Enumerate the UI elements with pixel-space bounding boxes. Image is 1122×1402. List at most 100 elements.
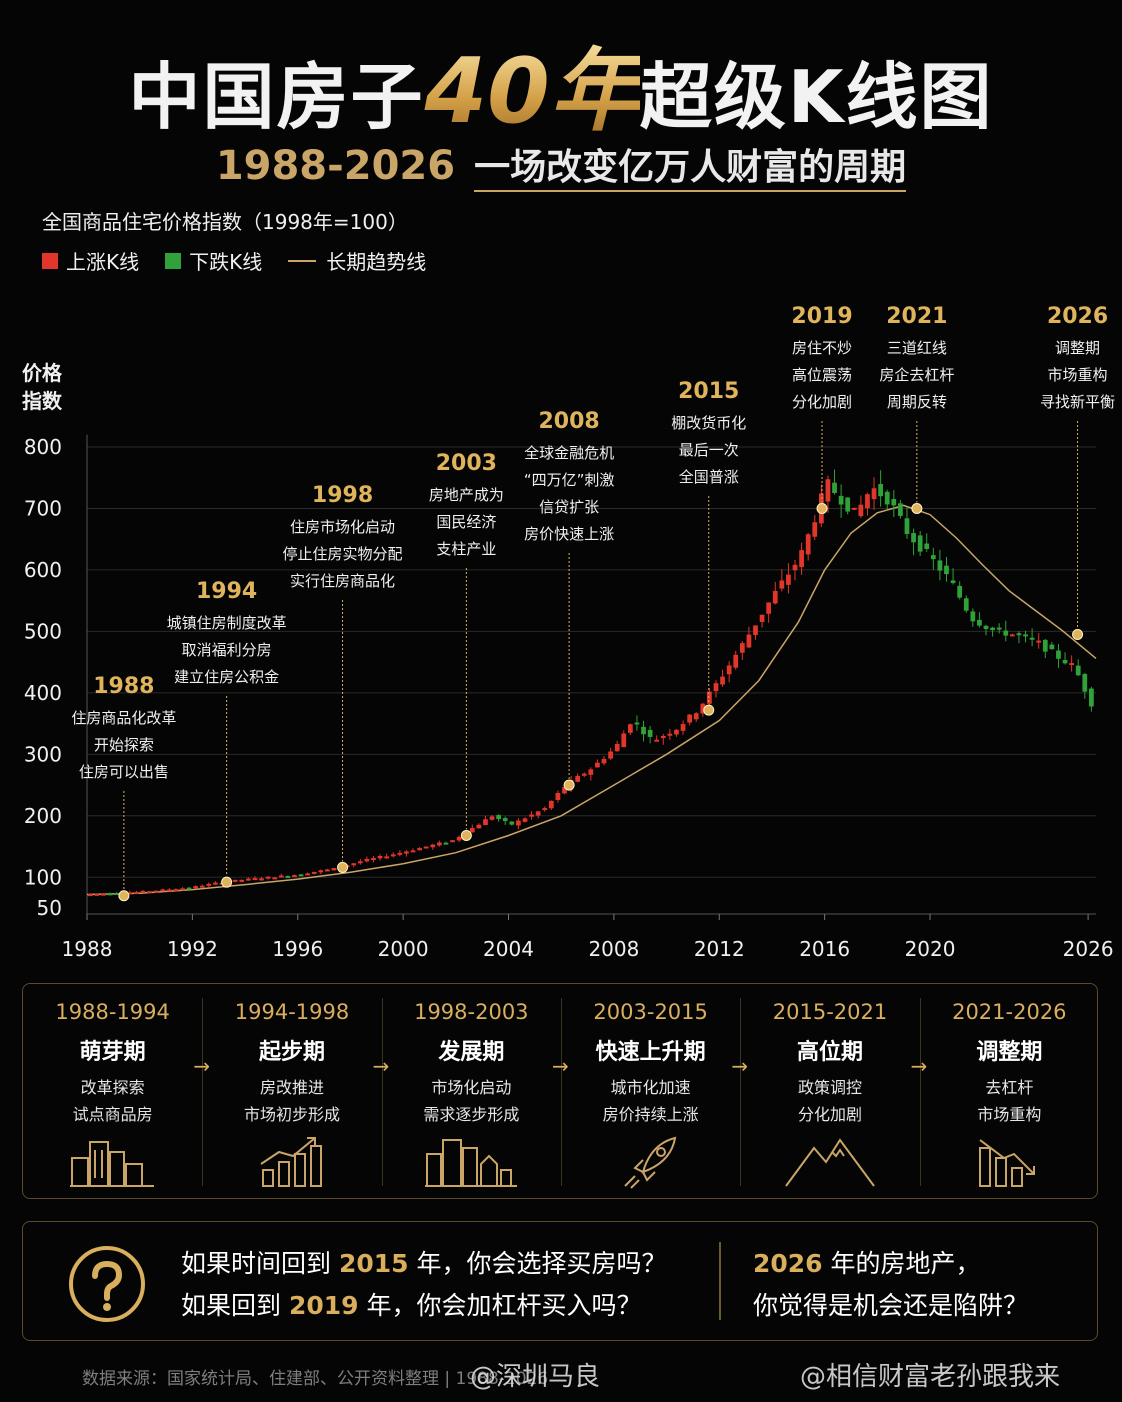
phase-years: 1988-1994	[55, 1000, 170, 1024]
candle-up	[595, 762, 600, 768]
phase-separator	[381, 998, 383, 1186]
city-icon	[423, 1134, 519, 1192]
candle-up	[245, 878, 251, 881]
candle-down	[930, 555, 936, 560]
candle-up	[805, 534, 811, 555]
candle-up	[1009, 634, 1015, 637]
candle-up	[450, 840, 455, 843]
arrow-right-icon: →	[372, 1054, 390, 1078]
phase-desc-line: 市场重构	[977, 1105, 1042, 1124]
phase-years: 2021-2026	[952, 1000, 1067, 1024]
event-dot	[703, 704, 715, 716]
candle-up	[417, 848, 422, 851]
event-year: 1994	[196, 579, 257, 604]
q2-a: 如果回到	[181, 1291, 289, 1320]
title-part2: 超级K线图	[639, 55, 994, 139]
candle-up	[865, 494, 870, 509]
candle-up	[548, 800, 554, 809]
candle-up	[713, 683, 719, 692]
candle-down	[1029, 637, 1035, 640]
candle-down	[634, 722, 640, 725]
decline-chart-icon	[974, 1134, 1044, 1192]
y-tick-label: 400	[24, 681, 62, 705]
phase-years: 1994-1998	[234, 1000, 350, 1024]
phase-5: 2015-2021 高位期 政策调控 分化加剧	[740, 984, 919, 1198]
candle-up	[397, 852, 403, 855]
candle-up	[693, 713, 699, 720]
candle-up	[180, 888, 185, 891]
y-tick-label: 800	[24, 435, 62, 459]
x-tick-label: 2026	[1063, 937, 1114, 961]
candle-up	[792, 564, 798, 571]
q1-a: 如果时间回到	[181, 1249, 339, 1278]
candle-down	[983, 625, 989, 629]
candle-down	[832, 482, 837, 494]
event-dot	[337, 861, 349, 873]
candle-down	[1056, 650, 1061, 659]
candle-down	[924, 543, 930, 549]
event-text: 支柱产业	[436, 540, 496, 558]
event-dot	[911, 502, 923, 514]
candle-up	[410, 850, 416, 853]
q1-b: 年，你会选择买房吗？	[408, 1249, 667, 1278]
candle-up	[753, 625, 758, 636]
phase-name: 快速上升期	[595, 1040, 706, 1065]
event-text: 房价快速上涨	[524, 525, 614, 543]
candle-down	[1042, 639, 1048, 652]
candle-up	[318, 870, 324, 873]
buildings-icon	[68, 1134, 158, 1192]
y-tick-label: 300	[24, 742, 62, 766]
candle-up	[680, 724, 686, 731]
candle-up	[707, 691, 712, 704]
event-text: 城镇住房制度改革	[167, 614, 287, 632]
phase-desc-line: 分化加剧	[797, 1105, 862, 1124]
phase-desc: 改革探索 试点商品房	[23, 1074, 202, 1128]
event-text: 住房商品化改革	[71, 709, 176, 727]
candle-down	[963, 598, 969, 611]
legend-trend: 长期趋势线	[288, 246, 426, 275]
event-text: 开始探索	[94, 736, 154, 754]
phase-separator	[740, 998, 742, 1186]
y-axis-title: 价格	[22, 361, 63, 385]
candle-up	[101, 893, 106, 896]
event-text: 国民经济	[436, 513, 496, 531]
candle-up	[94, 893, 100, 896]
q2-b: 年，你会加杠杆买入吗？	[358, 1291, 642, 1320]
phase-name: 发展期	[438, 1040, 505, 1065]
kline-chart: 价格指数 50 100 200 300 400 500 600 700 800 1988 1992 19…	[22, 304, 1115, 961]
q4-a: 你觉得是机会还是陷阱？	[753, 1291, 1029, 1320]
candle-down	[186, 887, 192, 890]
candle-up	[173, 889, 179, 892]
candle-up	[357, 861, 363, 864]
candle-up	[364, 858, 370, 862]
event-text: 房企去杠杆	[879, 366, 954, 384]
event-text: 停止住房实物分配	[283, 545, 403, 563]
y-tick-label: 700	[24, 496, 62, 520]
event-text: 市场重构	[1048, 366, 1108, 384]
candle-down	[509, 821, 515, 825]
y-tick-label: 50	[37, 896, 62, 920]
candle-up	[377, 855, 383, 859]
phase-separator	[561, 998, 562, 1186]
y-tick-label: 600	[24, 558, 62, 582]
event-year: 2015	[678, 379, 739, 404]
q3-a: 年的房地产，	[822, 1249, 981, 1278]
phase-years: 2003-2015	[593, 1000, 708, 1024]
candle-up	[562, 786, 567, 794]
candle-up	[871, 488, 877, 500]
x-tick-label: 2000	[378, 937, 429, 961]
x-tick-label: 2012	[694, 937, 745, 961]
event-year: 2008	[538, 409, 599, 434]
candle-up	[153, 890, 159, 893]
event-dot	[221, 876, 233, 888]
candle-up	[812, 522, 818, 537]
candle-up	[601, 758, 607, 764]
candle-up	[265, 876, 271, 879]
candle-up	[608, 751, 613, 759]
candle-up	[621, 733, 627, 748]
candle-up	[588, 769, 594, 775]
candle-down	[957, 585, 963, 598]
candle-up	[213, 882, 218, 885]
candle-down	[1075, 665, 1081, 676]
event-text: 高位震荡	[792, 366, 852, 384]
